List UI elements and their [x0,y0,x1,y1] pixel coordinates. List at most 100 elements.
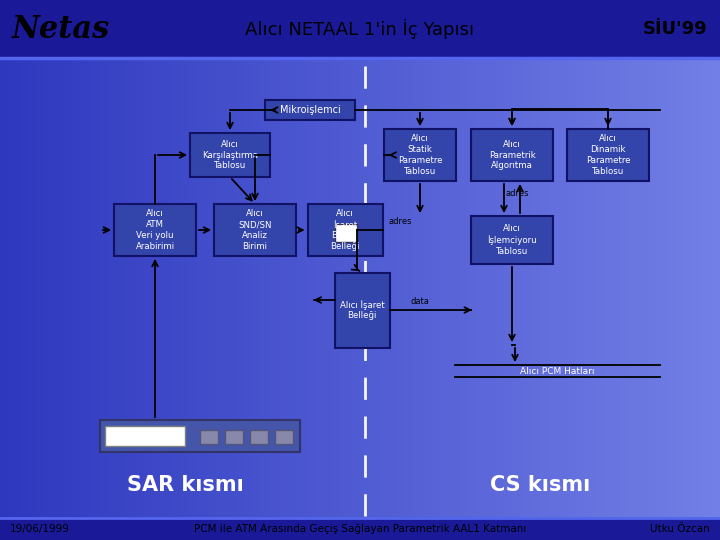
Bar [252,0,262,540]
Bar [432,0,442,540]
Text: Alıcı
İşaret
Büyük
Belleği: Alıcı İşaret Büyük Belleği [330,209,360,251]
Text: Alıcı
Statik
Parametre
Tablosu: Alıcı Statik Parametre Tablosu [397,134,442,176]
Bar [471,129,553,181]
Text: SİU'99: SİU'99 [643,20,708,38]
Bar [513,0,523,540]
Text: data: data [410,297,429,306]
Bar [265,100,355,120]
Bar [144,0,154,540]
Bar [105,426,185,446]
Bar [100,420,300,452]
Text: SAR kısmı: SAR kısmı [127,475,243,495]
Text: adres: adres [505,190,528,199]
Bar [567,129,649,181]
Bar [522,0,532,540]
Bar [603,0,613,540]
Text: Alıcı
SND/SN
Analiz
Birimi: Alıcı SND/SN Analiz Birimi [238,210,271,251]
Bar [117,0,127,540]
Bar [369,0,379,540]
Bar [675,0,685,540]
Bar [423,0,433,540]
Bar [36,0,46,540]
Text: Alıcı
ATM
Veri yolu
Arabirimi: Alıcı ATM Veri yolu Arabirimi [135,210,174,251]
Bar [414,0,424,540]
Text: Alıcı İşaret
Belleği: Alıcı İşaret Belleği [340,300,384,320]
Bar [324,0,334,540]
Bar [162,0,172,540]
Bar [648,0,658,540]
Text: PCM ile ATM Arasında Geçiş Sağlayan Parametrik AAL1 Katmanı: PCM ile ATM Arasında Geçiş Sağlayan Para… [194,524,526,534]
Text: CS kısmı: CS kısmı [490,475,590,495]
Bar [612,0,622,540]
Bar [63,0,73,540]
Bar [261,0,271,540]
Text: Mikroişlemci: Mikroişlemci [279,105,341,115]
Bar [657,0,667,540]
Bar [711,0,720,540]
Text: Utku Özcan: Utku Özcan [650,524,710,534]
Text: Netas: Netas [12,14,110,44]
Bar [9,0,19,540]
Bar [702,0,712,540]
Bar [471,216,553,264]
Bar [639,0,649,540]
Bar [384,129,456,181]
Bar [275,430,293,444]
Bar [396,0,406,540]
Bar [459,0,469,540]
Bar [335,273,390,348]
Bar [630,0,640,540]
Bar [225,430,243,444]
Bar [225,0,235,540]
Bar [297,0,307,540]
Bar [306,0,316,540]
Bar [594,0,604,540]
Text: Alıcı NETAAL 1'in İç Yapısı: Alıcı NETAAL 1'in İç Yapısı [246,19,474,39]
Text: adres: adres [389,217,413,226]
Bar [558,0,568,540]
Bar [90,0,100,540]
Text: Alıcı
Parametrik
Algorıtma: Alıcı Parametrik Algorıtma [489,140,536,170]
Bar [180,0,190,540]
Bar [190,133,270,177]
Text: Alıcı
Dinamik
Parametre
Tablosu: Alıcı Dinamik Parametre Tablosu [586,134,630,176]
Bar [360,0,370,540]
Text: 19/06/1999: 19/06/1999 [10,524,70,534]
Bar [270,0,280,540]
Bar [198,0,208,540]
Bar [126,0,136,540]
Bar [549,0,559,540]
Bar [108,0,118,540]
Bar [495,0,505,540]
Bar [450,0,460,540]
Bar [540,0,550,540]
Bar [153,0,163,540]
Bar [531,0,541,540]
Bar [45,0,55,540]
Bar [279,0,289,540]
Bar [576,0,586,540]
Bar [72,0,82,540]
Text: Alıcı
İşlemciyoru
Tablosu: Alıcı İşlemciyoru Tablosu [487,224,537,256]
Bar [504,0,514,540]
Bar [585,0,595,540]
Bar [189,0,199,540]
Bar [214,204,296,256]
Bar [18,0,28,540]
Bar [441,0,451,540]
Bar [621,0,631,540]
Bar [288,0,298,540]
Bar [243,0,253,540]
Bar [114,204,196,256]
Bar [335,224,357,242]
Bar [468,0,478,540]
Bar [486,0,496,540]
Bar [207,0,217,540]
Bar [216,0,226,540]
Bar [135,0,145,540]
Bar [693,0,703,540]
Bar [171,0,181,540]
Bar [307,204,382,256]
Bar [250,430,268,444]
Bar [315,0,325,540]
